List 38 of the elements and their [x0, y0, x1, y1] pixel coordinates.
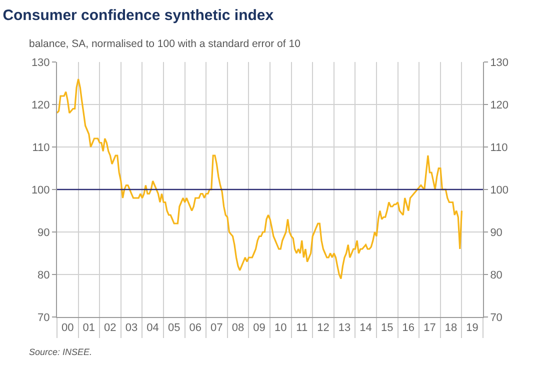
y-tick-label: 120	[31, 99, 50, 112]
x-tick-label: 02	[104, 322, 116, 334]
source-note: Source: INSEE.	[29, 347, 92, 357]
y2-tick-label: 100	[490, 184, 509, 196]
y-tick-label: 80	[38, 269, 50, 282]
x-tick-label: 08	[232, 322, 244, 334]
x-tick-label: 19	[466, 322, 478, 334]
x-tick-label: 09	[253, 322, 266, 334]
x-tick-label: 17	[424, 322, 436, 334]
y-tick-label: 130	[31, 56, 50, 69]
y2-tick-label: 110	[490, 142, 508, 154]
y-tick-label: 70	[38, 312, 50, 324]
chart-subtitle: balance, SA, normalised to 100 with a standard error of 10	[29, 38, 301, 50]
y2-tick-label: 70	[490, 312, 502, 324]
x-tick-label: 11	[296, 322, 308, 334]
y-tick-label: 110	[32, 142, 50, 154]
y2-tick-label: 80	[490, 269, 502, 282]
y-tick-label: 100	[31, 184, 50, 196]
x-tick-label: 12	[317, 322, 330, 334]
x-tick-label: 16	[402, 322, 415, 334]
x-tick-label: 04	[146, 322, 159, 334]
x-tick-label: 03	[125, 322, 138, 334]
x-tick-label: 13	[338, 322, 351, 334]
chart-title: Consumer confidence synthetic index	[2, 6, 274, 24]
y2-tick-label: 130	[490, 56, 509, 69]
x-tick-label: 01	[82, 322, 96, 334]
x-tick-label: 07	[210, 322, 223, 334]
x-tick-label: 06	[189, 322, 202, 334]
x-tick-label: 14	[360, 322, 372, 334]
line-series	[57, 78, 463, 280]
x-tick-label: 05	[168, 322, 180, 334]
x-tick-label: 15	[380, 322, 394, 334]
x-tick-label: 18	[444, 322, 458, 334]
y-tick-label: 90	[38, 226, 50, 239]
x-tick-label: 10	[274, 322, 287, 334]
x-tick-label: 00	[61, 322, 74, 334]
y2-tick-label: 90	[490, 226, 502, 239]
y2-tick-label: 120	[490, 99, 509, 112]
